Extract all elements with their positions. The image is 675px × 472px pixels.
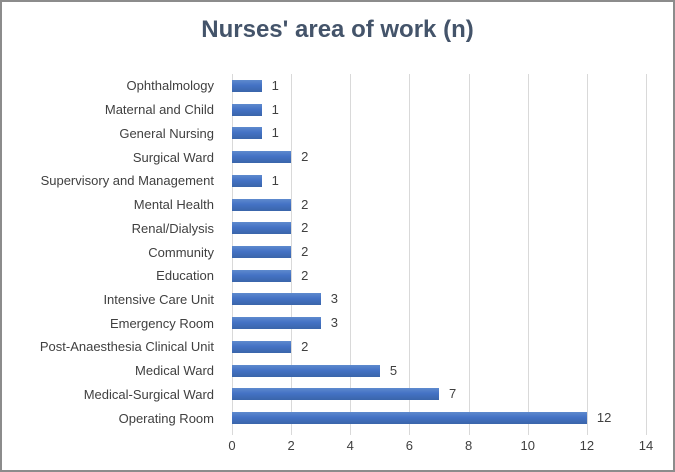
x-tick-label: 4 <box>346 438 354 453</box>
value-label: 2 <box>301 196 309 212</box>
value-label: 2 <box>301 267 309 283</box>
axis-tick <box>291 430 293 435</box>
value-label: 7 <box>449 386 457 402</box>
category-label: Renal/Dialysis <box>131 220 214 236</box>
gridline <box>291 74 293 430</box>
value-label: 1 <box>271 172 279 188</box>
bar <box>232 127 262 140</box>
bar <box>232 79 262 92</box>
category-label: Operating Room <box>118 410 214 426</box>
value-label: 3 <box>330 315 338 331</box>
category-label: Surgical Ward <box>132 149 214 165</box>
category-label: General Nursing <box>119 125 214 141</box>
bar <box>232 388 439 401</box>
value-label: 2 <box>301 244 309 259</box>
x-tick-label: 8 <box>464 438 473 453</box>
x-tick-label: 14 <box>638 438 654 453</box>
gridline <box>586 74 588 430</box>
x-tick-label: 10 <box>520 438 535 453</box>
category-label: Medical Ward <box>135 363 214 379</box>
value-label: 2 <box>301 338 309 354</box>
value-label: 2 <box>301 149 309 165</box>
gridline <box>527 74 529 430</box>
gridline <box>646 74 647 430</box>
category-label: Mental Health <box>133 197 214 213</box>
value-label: 12 <box>596 410 612 426</box>
bar <box>232 412 587 425</box>
gridline <box>350 74 352 430</box>
bar <box>232 269 292 282</box>
x-tick-label: 12 <box>579 438 595 453</box>
category-label: Maternal and Child <box>104 102 214 118</box>
axis-tick <box>527 430 529 435</box>
axis-tick <box>646 430 647 435</box>
x-tick-label: 0 <box>228 438 236 453</box>
bar <box>232 246 292 258</box>
bar <box>232 317 321 330</box>
chart-title: Nurses' area of work (n) <box>201 16 474 43</box>
bar <box>232 222 292 235</box>
gridline <box>409 74 411 430</box>
axis-tick <box>468 430 470 435</box>
axis-tick <box>586 430 588 435</box>
value-label: 3 <box>330 291 338 307</box>
category-label: Post-Anaesthesia Clinical Unit <box>39 339 214 355</box>
x-tick-label: 6 <box>405 438 414 453</box>
category-label: Ophthalmology <box>126 78 214 94</box>
category-label: Emergency Room <box>109 315 214 331</box>
x-tick-label: 2 <box>287 438 295 453</box>
value-label: 5 <box>389 362 398 378</box>
value-label: 1 <box>271 125 279 141</box>
axis-tick <box>232 430 233 435</box>
axis-tick <box>409 430 411 435</box>
bar <box>232 340 292 353</box>
bar <box>232 103 262 116</box>
value-label: 1 <box>271 101 279 117</box>
category-label: Medical-Surgical Ward <box>83 386 214 402</box>
bar <box>232 151 292 164</box>
category-label: Education <box>156 268 214 284</box>
axis-tick <box>350 430 352 435</box>
category-label: Supervisory and Management <box>40 173 214 189</box>
value-label: 2 <box>301 220 309 236</box>
category-label: Community <box>148 244 214 260</box>
bar <box>232 293 321 306</box>
category-label: Intensive Care Unit <box>103 291 214 307</box>
bar <box>232 198 292 211</box>
plot-area: 1 1 1 2 1 2 2 2 2 3 3 2 5 7 12 <box>232 74 647 435</box>
gridline <box>468 74 470 430</box>
bar <box>232 174 262 187</box>
value-label: 1 <box>271 77 279 93</box>
bar <box>232 364 380 377</box>
